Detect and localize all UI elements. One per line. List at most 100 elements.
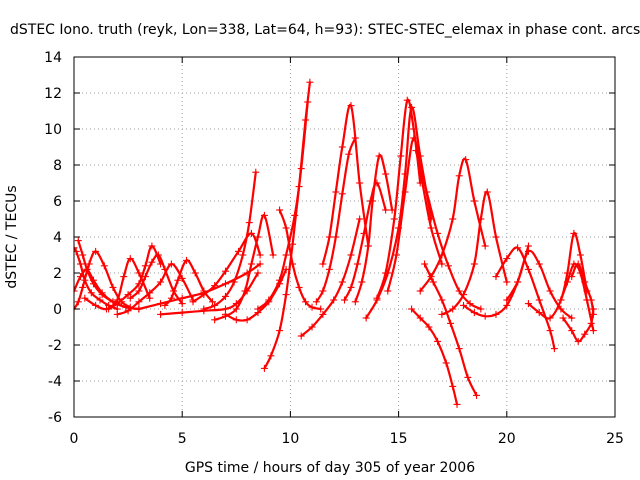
y-tick-label: -4 [48,374,62,390]
data-point [146,289,154,297]
data-point [412,147,420,155]
data-point [74,287,78,295]
data-point [455,172,463,180]
data-point [382,206,390,214]
data-series [74,78,597,408]
data-point [425,323,433,331]
data-point [243,316,251,324]
data-point [221,267,229,275]
series-arc [312,134,359,306]
data-point [444,262,452,270]
data-point [126,294,134,302]
data-point [503,296,511,304]
series-arc [438,188,511,318]
series-arc [113,260,197,318]
data-point [148,242,156,250]
data-point [319,310,327,318]
data-point [535,309,543,317]
data-point [382,269,390,277]
data-point [76,273,84,281]
data-point [438,260,446,268]
series-arc [319,102,372,268]
data-point [460,291,468,299]
series-arc [211,211,277,324]
data-point [211,316,219,324]
data-point [581,330,589,338]
data-point [83,265,91,273]
data-point [178,274,186,282]
data-point [524,300,532,308]
data-point [466,300,474,308]
data-point [289,240,297,248]
data-point [92,301,100,309]
data-point [477,215,485,223]
data-point [449,215,457,223]
data-point [492,310,500,318]
x-tick-label: 25 [606,431,624,447]
data-point [135,298,143,306]
data-point [230,278,238,286]
data-point [362,314,370,322]
series-arc [384,134,446,295]
series-arc [373,96,424,302]
data-point [211,301,219,309]
data-point [208,298,216,306]
series-line [494,246,556,350]
data-point [460,301,468,309]
data-point [260,211,268,219]
data-point [483,188,491,196]
data-point [557,296,565,304]
data-point [87,289,95,297]
data-point [574,337,582,345]
data-point [295,283,303,291]
series-arc [568,260,597,318]
series-arc [408,305,461,408]
data-point [338,190,346,198]
data-point [481,312,489,320]
series-arc [503,247,576,322]
data-point [332,188,340,196]
x-tick-label: 5 [178,431,187,447]
data-point [382,170,390,178]
data-point [89,280,97,288]
data-point [247,260,255,268]
data-point [211,282,219,290]
data-point [481,242,489,250]
x-tick-label: 0 [70,431,79,447]
data-point [232,316,240,324]
data-point [148,258,156,266]
data-point [157,278,165,286]
data-point [514,244,522,252]
data-point [492,233,500,241]
data-point [462,156,470,164]
data-point [113,310,121,318]
data-point [245,219,253,227]
series-line [419,157,487,293]
data-point [576,251,584,259]
data-point [581,278,589,286]
data-point [546,287,554,295]
data-point [568,327,576,335]
data-point [221,292,229,300]
series-arc [412,147,485,313]
axis-ticks: 0 5 10 15 20 25 -6 -4 -2 0 2 4 6 8 10 12 14 [44,50,624,447]
data-point [260,364,268,372]
data-point [574,260,582,268]
data-point [200,291,208,299]
data-point [191,269,199,277]
x-tick-label: 20 [498,431,516,447]
data-point [351,298,359,306]
data-point [447,319,455,327]
grid [74,57,615,417]
data-point [234,247,242,255]
data-point [254,305,262,313]
data-point [79,283,87,291]
data-point [429,278,437,286]
data-point [473,391,481,399]
data-point [353,260,361,268]
data-point [312,298,320,306]
data-point [135,305,143,313]
series-arc [126,251,186,308]
data-point [302,298,310,306]
